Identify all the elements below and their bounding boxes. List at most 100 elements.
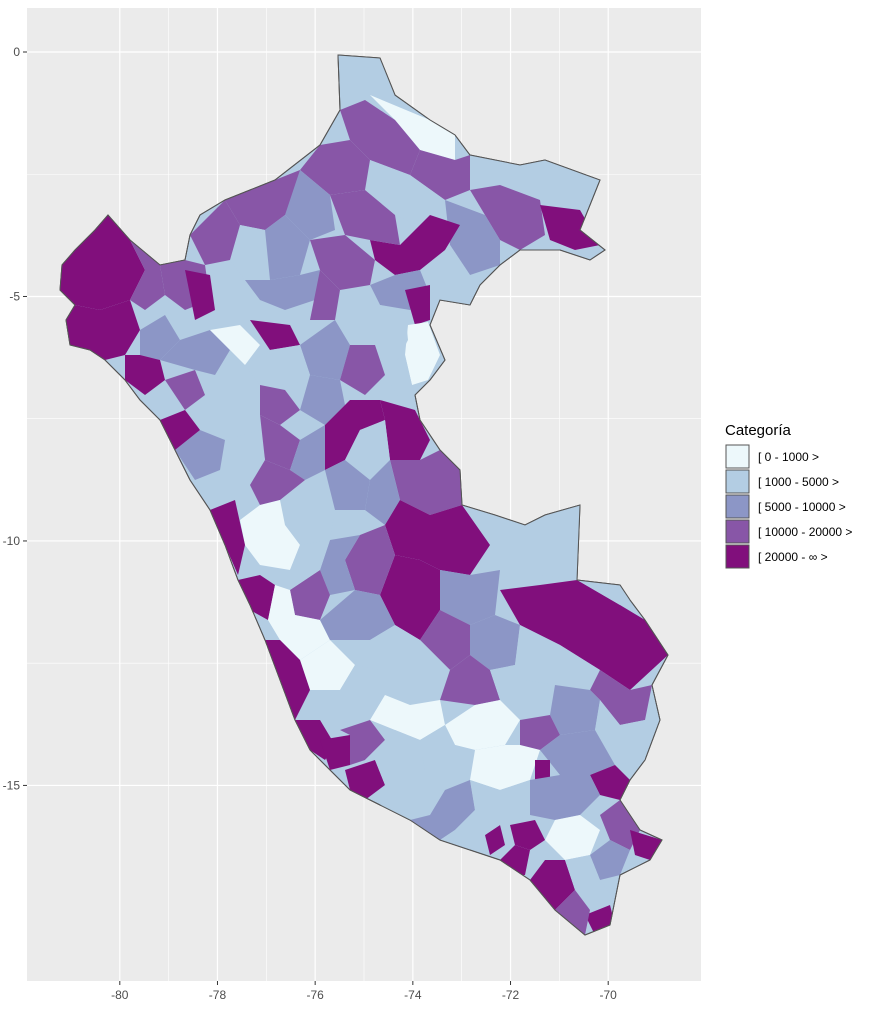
region	[370, 695, 445, 740]
y-tick-label: -10	[3, 534, 21, 548]
region	[565, 855, 615, 910]
region	[380, 650, 450, 705]
region	[410, 780, 475, 840]
region	[225, 430, 265, 485]
region	[420, 610, 470, 670]
x-tick-label: -72	[502, 988, 520, 1002]
region	[290, 425, 325, 480]
region	[338, 55, 395, 110]
region	[210, 325, 260, 365]
region	[130, 240, 165, 310]
x-tick-label: -80	[111, 988, 129, 1002]
region	[550, 685, 600, 735]
region	[185, 270, 215, 320]
region	[405, 285, 430, 325]
region	[530, 860, 575, 910]
region	[175, 430, 225, 480]
region	[380, 770, 445, 820]
region	[405, 322, 440, 385]
region	[300, 375, 345, 425]
legend-label: [ 20000 - ∞ >	[758, 550, 828, 564]
region	[245, 345, 310, 390]
region	[238, 575, 275, 620]
region	[345, 525, 395, 595]
region	[430, 245, 470, 305]
region	[380, 400, 430, 460]
region	[510, 820, 545, 850]
peru-border-line	[59, 54, 669, 936]
region	[420, 725, 475, 790]
region	[325, 460, 370, 510]
region	[330, 190, 400, 245]
x-tick-label: -70	[600, 988, 618, 1002]
region	[335, 285, 380, 345]
axes: -80 -78 -76 -74 -72 -70 0 -5 -10 -15	[3, 45, 618, 1002]
legend-title: Categoría	[725, 422, 792, 439]
region	[390, 450, 462, 515]
region	[225, 170, 300, 230]
region	[500, 580, 668, 690]
region	[445, 200, 500, 275]
region	[140, 315, 180, 360]
region	[577, 580, 630, 605]
region	[470, 155, 600, 205]
region	[380, 555, 440, 640]
region	[385, 500, 490, 575]
region	[540, 730, 615, 775]
region	[375, 305, 408, 365]
y-tick-label: 0	[13, 45, 20, 59]
region	[340, 720, 385, 765]
region	[320, 590, 395, 640]
region	[345, 420, 390, 480]
region	[440, 655, 500, 705]
legend-swatch	[725, 519, 750, 544]
region	[445, 700, 520, 750]
legend-swatch	[725, 444, 750, 469]
region	[385, 355, 412, 400]
region	[590, 765, 630, 800]
region	[160, 330, 230, 375]
region	[165, 370, 205, 410]
region	[535, 760, 550, 780]
region	[310, 665, 385, 730]
region	[300, 640, 355, 690]
region	[210, 500, 245, 575]
legend-label: [ 1000 - 5000 >	[758, 475, 839, 489]
region	[470, 745, 540, 790]
region	[280, 480, 335, 545]
x-tick-label: -76	[306, 988, 324, 1002]
region	[470, 185, 545, 250]
region	[290, 570, 330, 620]
region	[530, 775, 600, 820]
region	[190, 200, 240, 265]
region	[320, 535, 360, 595]
region	[340, 345, 385, 395]
region	[320, 400, 385, 470]
region	[320, 735, 350, 770]
region	[340, 625, 430, 670]
region	[265, 640, 310, 720]
region	[260, 415, 300, 470]
region	[515, 625, 600, 690]
region	[440, 570, 500, 625]
region	[300, 140, 370, 195]
region	[230, 225, 265, 280]
y-tick-label: -5	[9, 289, 20, 303]
region	[240, 500, 300, 570]
legend-swatch	[725, 469, 750, 494]
region	[265, 215, 310, 280]
region	[250, 320, 300, 350]
region	[365, 160, 445, 230]
region	[370, 215, 460, 275]
region	[250, 460, 305, 505]
region	[470, 780, 530, 825]
region	[370, 95, 455, 160]
legend-label: [ 5000 - 10000 >	[758, 500, 846, 514]
district-regions	[60, 55, 668, 935]
region	[590, 670, 652, 725]
region	[595, 700, 645, 765]
region	[275, 540, 330, 590]
region	[600, 800, 640, 850]
x-tick-label: -78	[209, 988, 227, 1002]
